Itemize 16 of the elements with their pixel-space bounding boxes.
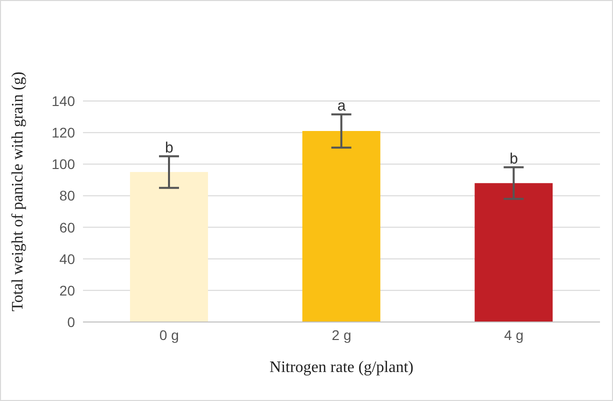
y-tick-label: 0 [67,314,76,330]
annotation: a [337,97,346,114]
y-tick-label: 140 [52,92,76,109]
y-tick-label: 60 [59,219,76,236]
x-tick-label: 4 g [504,326,524,343]
annotation: b [510,150,518,168]
annotation: b [164,139,174,156]
x-tick-label: 0 g [159,326,179,343]
y-tick-label: 40 [59,250,76,267]
y-tick-label: 80 [59,188,76,204]
y-tick-label: 100 [52,156,76,172]
y-tick-label: 120 [52,124,76,141]
y-axis-title: Total weight of panicle with grain (g) [10,72,27,312]
x-axis-title: Nitrogen rate (g/plant) [270,359,414,376]
y-tick-label: 20 [59,282,76,298]
x-tick-label: 2 g [332,326,352,343]
